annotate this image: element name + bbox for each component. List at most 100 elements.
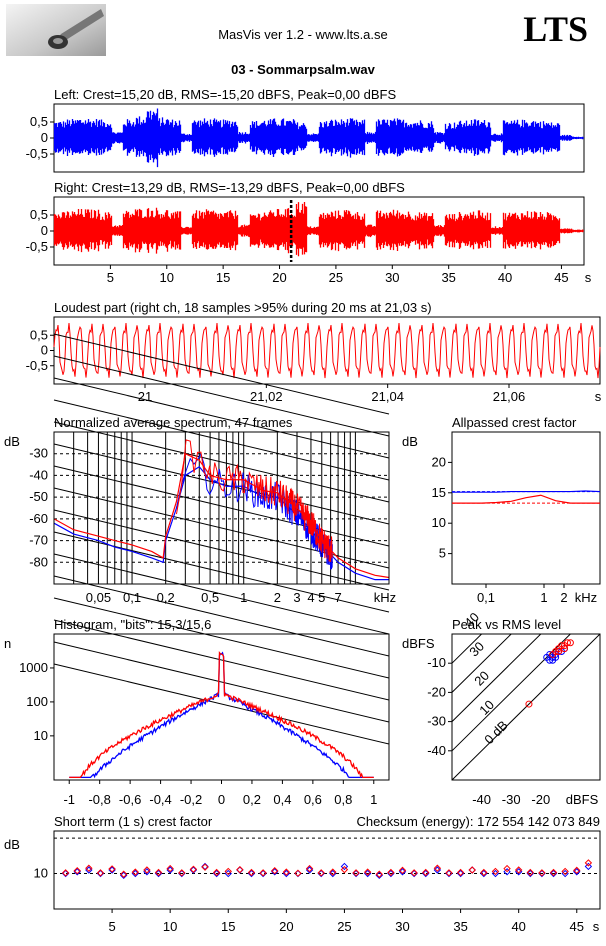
x-tick-label: 0,2 (243, 792, 261, 807)
y-tick-label: -30 (29, 446, 48, 461)
crest-point (317, 869, 325, 878)
x-tick-label: 1 (540, 590, 547, 605)
crest-point (538, 869, 546, 877)
loudest-waveform (53, 322, 601, 379)
crest-point (398, 866, 407, 875)
x-tick-label: 40 (498, 270, 512, 285)
crest-point (212, 869, 221, 878)
x-tick-label: -0,6 (119, 792, 141, 807)
y-tick-label: -0,5 (26, 239, 48, 254)
diagonal-line (451, 633, 482, 664)
x-tick-label: 0,6 (304, 792, 322, 807)
plot-frame (53, 633, 390, 781)
crest-point (561, 867, 569, 876)
crest-point (445, 869, 453, 878)
x-tick-label: 21 (138, 389, 152, 404)
crest-point (154, 869, 163, 878)
y-tick-label: -80 (29, 554, 48, 569)
crest-point (422, 868, 430, 877)
x-tick-label: 7 (334, 590, 341, 605)
crest-point (282, 868, 291, 876)
y-tick-label: 0 (41, 130, 48, 145)
crest-point (201, 862, 209, 871)
x-axis-unit: dBFS (566, 792, 599, 807)
crest-point (410, 869, 418, 877)
crest-point (178, 869, 186, 878)
crest-point (96, 869, 105, 877)
crest-point (61, 869, 70, 878)
panel-title: Right: Crest=13,29 dB, RMS=-13,29 dBFS, … (54, 180, 405, 195)
x-tick-label: 21,04 (371, 389, 404, 404)
x-tick-label: 4 (307, 590, 314, 605)
crest-point (305, 864, 314, 873)
x-axis-unit: kHz (575, 590, 597, 605)
crest-point (468, 866, 476, 874)
y-axis-label: dBFS (402, 636, 435, 651)
x-tick-label: 10 (160, 270, 174, 285)
x-tick-label: 15 (221, 919, 235, 934)
x-axis-unit: s (585, 270, 592, 285)
x-tick-label: 35 (441, 270, 455, 285)
y-tick-label: -60 (29, 511, 48, 526)
crest-point (340, 862, 349, 871)
scatter-point (525, 700, 533, 708)
scatter-point (563, 639, 571, 647)
x-tick-label: 0,05 (86, 590, 111, 605)
x-tick-label: 40 (511, 919, 525, 934)
diagonal-label: 30 (466, 639, 487, 660)
crest-point (166, 864, 174, 873)
y-tick-label: -0,5 (26, 358, 48, 373)
crest-point (119, 870, 128, 878)
crest-point (317, 869, 325, 877)
panel-title: Normalized average spectrum, 47 frames (54, 415, 293, 430)
y-axis-label: dB (402, 434, 418, 449)
crest-point (247, 869, 256, 878)
crest-point (375, 871, 383, 880)
spectrum-series (54, 452, 389, 579)
crest-point (340, 865, 349, 874)
x-tick-label: 0,8 (334, 792, 352, 807)
crest-point (108, 866, 116, 874)
crest-point (456, 869, 465, 878)
crest-series (452, 490, 601, 493)
y-tick-label: -0,5 (26, 146, 48, 161)
x-tick-label: -30 (502, 792, 521, 807)
plot-frame (451, 633, 601, 781)
x-tick-label: 15 (216, 270, 230, 285)
y-tick-label: 0 (41, 223, 48, 238)
y-tick-label: -40 (427, 743, 446, 758)
brand-logo-text: LTS (523, 9, 588, 49)
x-tick-label: -20 (531, 792, 550, 807)
x-tick-label: -1 (63, 792, 75, 807)
crest-point (503, 864, 511, 873)
spectrum-grid (53, 333, 390, 745)
y-tick-label: 1000 (19, 660, 48, 675)
checksum-readout: Checksum (energy): 172 554 142 073 849 (356, 814, 600, 829)
y-tick-label: 15 (432, 485, 446, 500)
y-tick-label: 10 (34, 728, 48, 743)
crest-point (480, 869, 488, 878)
y-axis-label: n (4, 636, 11, 651)
scatter-point (546, 650, 554, 658)
x-axis-unit: s (595, 389, 602, 404)
crest-point (410, 869, 418, 878)
x-tick-label: 20 (279, 919, 293, 934)
crest-point (154, 868, 163, 877)
x-tick-label: -40 (472, 792, 491, 807)
y-tick-label: -70 (29, 533, 48, 548)
x-tick-label: 1 (240, 590, 247, 605)
plot-frame (53, 431, 390, 585)
y-tick-label: 0,5 (30, 114, 48, 129)
panel-title: Allpassed crest factor (452, 415, 577, 430)
panel-title: Loudest part (right ch, 18 samples >95% … (54, 300, 432, 315)
x-axis-unit: kHz (374, 590, 396, 605)
x-tick-label: 0,1 (123, 590, 141, 605)
y-tick-label: 10 (34, 866, 48, 881)
crest-point (119, 871, 128, 880)
crest-point (445, 869, 453, 877)
crest-point (526, 869, 535, 878)
diagonal-line (451, 633, 542, 722)
scatter-point (566, 639, 574, 647)
crest-point (189, 866, 198, 874)
